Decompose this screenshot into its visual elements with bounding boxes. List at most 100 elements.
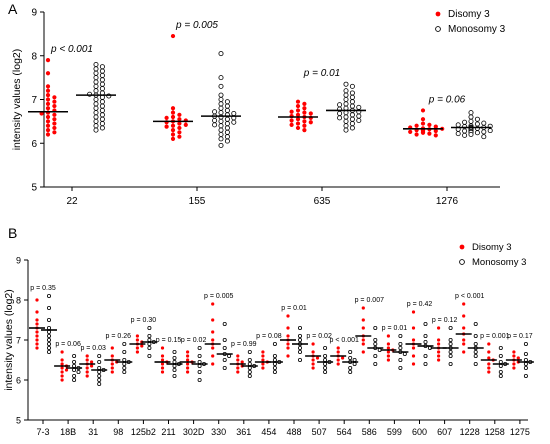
disomy-point xyxy=(90,360,94,364)
monosomy-point xyxy=(247,357,252,362)
disomy-point xyxy=(261,354,265,358)
x-tick-label: 361 xyxy=(236,427,251,437)
monosomy-point xyxy=(487,128,493,134)
monosomy-point xyxy=(224,125,230,131)
monosomy-point xyxy=(356,113,362,119)
x-tick-label: 454 xyxy=(261,427,276,437)
legend-label: Disomy 3 xyxy=(472,242,512,253)
x-tick-label: 18B xyxy=(60,427,76,437)
monosomy-point xyxy=(523,351,528,356)
monosomy-point xyxy=(323,365,328,370)
disomy-point xyxy=(186,350,190,354)
disomy-point xyxy=(487,362,491,366)
monosomy-point xyxy=(224,103,230,109)
p-value-label: p = 0.08 xyxy=(256,333,282,340)
monosomy-point xyxy=(468,118,474,124)
monosomy-point xyxy=(473,333,478,338)
disomy-point xyxy=(361,338,365,342)
monosomy-point xyxy=(398,333,403,338)
monosomy-point xyxy=(474,116,480,122)
monosomy-point xyxy=(247,365,252,370)
monosomy-point xyxy=(481,120,487,126)
monosomy-point xyxy=(99,99,105,105)
disomy-point xyxy=(311,350,315,354)
disomy-point xyxy=(386,354,390,358)
monosomy-point xyxy=(147,333,152,338)
disomy-point xyxy=(211,330,215,334)
monosomy-point xyxy=(97,373,102,378)
y-tick-label: 6 xyxy=(31,139,37,150)
disomy-point xyxy=(45,88,51,93)
monosomy-point xyxy=(498,373,503,378)
monosomy-point xyxy=(448,361,453,366)
monosomy-point xyxy=(47,333,52,338)
y-tick-label: 9 xyxy=(31,8,37,19)
disomy-point xyxy=(85,354,89,358)
disomy-point xyxy=(341,356,345,360)
monosomy-point xyxy=(97,381,102,386)
monosomy-point xyxy=(348,355,353,360)
p-value-label: p < 0.001 xyxy=(50,44,93,55)
monosomy-point xyxy=(147,337,152,342)
disomy-point xyxy=(411,310,416,314)
monosomy-point xyxy=(523,361,528,366)
disomy-point xyxy=(311,342,315,346)
monosomy-point xyxy=(297,357,302,362)
disomy-point xyxy=(289,109,294,114)
p-value-label: p = 0.02 xyxy=(306,333,332,340)
x-tick-label: 302D xyxy=(183,427,205,437)
p-value-label: p = 0.005 xyxy=(204,293,233,300)
disomy-point xyxy=(462,302,466,306)
disomy-point xyxy=(462,326,466,330)
monosomy-point xyxy=(474,130,480,136)
monosomy-point xyxy=(343,101,349,107)
monosomy-point xyxy=(72,373,77,378)
monosomy-point xyxy=(468,110,474,116)
monosomy-point xyxy=(448,325,453,330)
monosomy-point xyxy=(297,333,302,338)
p-value-label: p = 0.15 xyxy=(156,337,182,344)
monosomy-point xyxy=(423,339,428,344)
disomy-point xyxy=(110,346,114,350)
disomy-point xyxy=(411,362,416,366)
disomy-point xyxy=(85,370,89,374)
legend-label: Disomy 3 xyxy=(448,9,490,20)
disomy-point xyxy=(52,125,57,131)
monosomy-point xyxy=(218,123,224,129)
disomy-point xyxy=(140,344,144,348)
monosomy-point xyxy=(272,365,277,370)
monosomy-point xyxy=(343,118,349,124)
disomy-point xyxy=(135,338,139,342)
monosomy-point xyxy=(423,361,428,366)
disomy-point xyxy=(437,350,441,354)
monosomy-point xyxy=(343,114,349,120)
monosomy-point xyxy=(323,353,328,358)
disomy-point xyxy=(35,330,39,334)
monosomy-point xyxy=(523,373,528,378)
disomy-point xyxy=(52,99,57,104)
panel-a: A 5 6 7 8 9 intensity values (log2) 22 p < 0.00… xyxy=(8,1,506,207)
p-value-label: p = 0.007 xyxy=(355,297,384,304)
disomy-point xyxy=(308,111,313,116)
monosomy-point xyxy=(222,357,227,362)
monosomy-point xyxy=(224,134,230,140)
y-tick-label: 5 xyxy=(16,416,21,426)
monosomy-point xyxy=(247,369,252,374)
disomy-point xyxy=(336,362,340,366)
monosomy-point xyxy=(498,353,503,358)
monosomy-point xyxy=(348,365,353,370)
disomy-point xyxy=(211,318,215,322)
disomy-point xyxy=(302,106,307,111)
monosomy-point xyxy=(448,353,453,358)
monosomy-point xyxy=(323,369,328,374)
p-value-label: p = 0.99 xyxy=(231,341,257,348)
monosomy-point xyxy=(197,353,202,358)
disomy-point xyxy=(170,128,176,133)
p-value-label: p = 0.06 xyxy=(428,94,466,105)
monosomy-point xyxy=(247,349,252,354)
disomy-point xyxy=(45,84,51,89)
monosomy-point xyxy=(231,111,237,117)
disomy-point xyxy=(45,106,51,111)
monosomy-point xyxy=(448,337,453,342)
disomy-point xyxy=(462,350,466,354)
